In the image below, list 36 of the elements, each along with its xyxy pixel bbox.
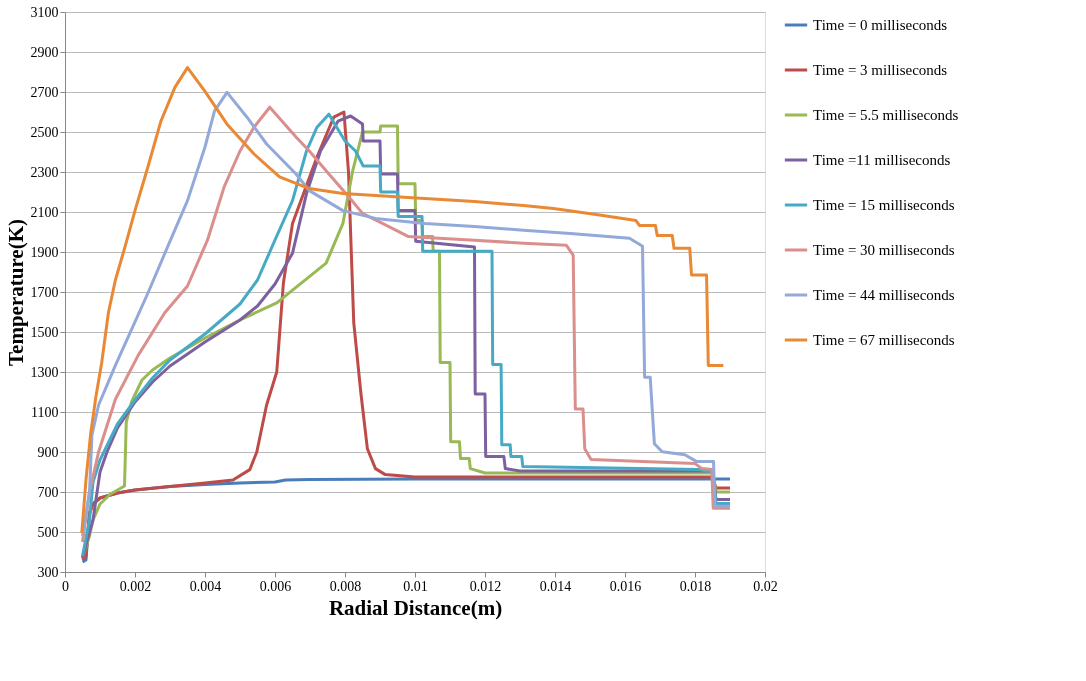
y-axis-title: Temperature(K) (3, 219, 28, 366)
y-tick-label: 2500 (30, 124, 59, 140)
legend-label: Time = 44 milliseconds (813, 287, 955, 303)
x-tick-label: 0.018 (679, 578, 712, 594)
x-axis-title: Radial Distance(m) (328, 595, 503, 620)
y-tick-label: 1700 (30, 284, 59, 300)
legend-label: Time = 3 milliseconds (813, 62, 948, 78)
y-tick-label: 2900 (30, 44, 59, 60)
y-tick-label: 1500 (30, 324, 59, 340)
x-tick-label: 0.008 (329, 578, 362, 594)
x-tick-label: 0.014 (539, 578, 572, 594)
y-tick-label: 900 (37, 444, 59, 460)
y-tick-label: 1900 (30, 244, 59, 260)
x-tick-label: 0.012 (469, 578, 502, 594)
y-tick-label: 300 (37, 564, 59, 580)
x-tick-label: 0.002 (119, 578, 152, 594)
y-tick-label: 3100 (30, 4, 59, 20)
legend-label: Time = 0 milliseconds (813, 17, 948, 33)
x-tick-label: 0.01 (403, 578, 428, 594)
legend-label: Time = 30 milliseconds (813, 242, 955, 258)
y-tick-label: 1100 (31, 404, 59, 420)
legend-label: Time = 15 milliseconds (813, 197, 955, 213)
y-tick-label: 2300 (30, 164, 59, 180)
x-tick-label: 0.02 (753, 578, 778, 594)
y-tick-label: 700 (37, 484, 59, 500)
legend-label: Time = 5.5 milliseconds (813, 107, 959, 123)
x-tick-label: 0 (62, 578, 69, 594)
y-tick-label: 500 (37, 524, 59, 540)
y-tick-label: 2700 (30, 84, 59, 100)
y-tick-label: 1300 (30, 364, 59, 380)
legend-label: Time = 67 milliseconds (813, 332, 955, 348)
y-tick-label: 2100 (30, 204, 59, 220)
x-tick-label: 0.004 (189, 578, 222, 594)
legend-label: Time =11 milliseconds (813, 152, 951, 168)
x-tick-label: 0.016 (609, 578, 642, 594)
x-tick-label: 0.006 (259, 578, 292, 594)
